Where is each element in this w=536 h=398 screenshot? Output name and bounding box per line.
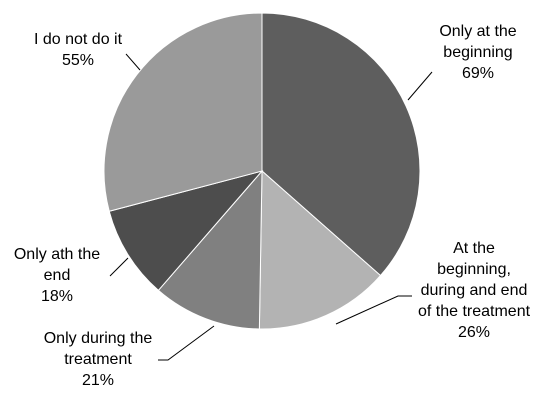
- leader-line-4: [109, 257, 129, 277]
- slice-category-label: At the: [453, 240, 495, 257]
- slice-category-label: Only ath the: [14, 246, 100, 263]
- slice-value-label: 18%: [41, 288, 73, 305]
- leader-line-1: [407, 71, 433, 101]
- slice-value-label: 26%: [458, 324, 490, 341]
- slice-label-2: At the beginning, during and end of the tre…: [418, 240, 531, 341]
- slice-label-5: I do not do it 55%: [34, 31, 123, 69]
- pie-slice-3: [157, 169, 263, 330]
- leader-line-5: [125, 53, 141, 71]
- slice-category-label: end: [44, 267, 71, 284]
- slice-category-label: treatment: [64, 351, 132, 368]
- pie-slices: [103, 12, 421, 330]
- leader-lines: [109, 53, 433, 361]
- slice-category-label: Only during the: [44, 330, 153, 347]
- slice-value-label: 55%: [62, 52, 94, 69]
- slice-category-label: of the treatment: [418, 303, 531, 320]
- slice-labels: Only at the beginning 69% At the beginning, d…: [14, 23, 531, 389]
- slice-category-label: Only at the: [439, 23, 516, 40]
- slice-category-label: during and end: [421, 282, 528, 299]
- slice-label-4: Only ath the end 18%: [14, 246, 100, 305]
- slice-label-1: Only at the beginning 69%: [439, 23, 516, 82]
- leader-line-2: [335, 295, 412, 325]
- pie-slice-4: [108, 170, 264, 292]
- slice-value-label: 21%: [82, 372, 114, 389]
- slice-label-3: Only during the treatment 21%: [44, 330, 153, 389]
- pie-slice-1: [261, 12, 421, 277]
- slice-category-label: I do not do it: [34, 31, 123, 48]
- pie-slice-2: [258, 169, 382, 330]
- slice-category-label: beginning,: [437, 261, 511, 278]
- slice-category-label: beginning: [443, 44, 512, 61]
- pie-slice-5: [103, 12, 263, 212]
- leader-line-3: [158, 325, 215, 361]
- slice-value-label: 69%: [462, 65, 494, 82]
